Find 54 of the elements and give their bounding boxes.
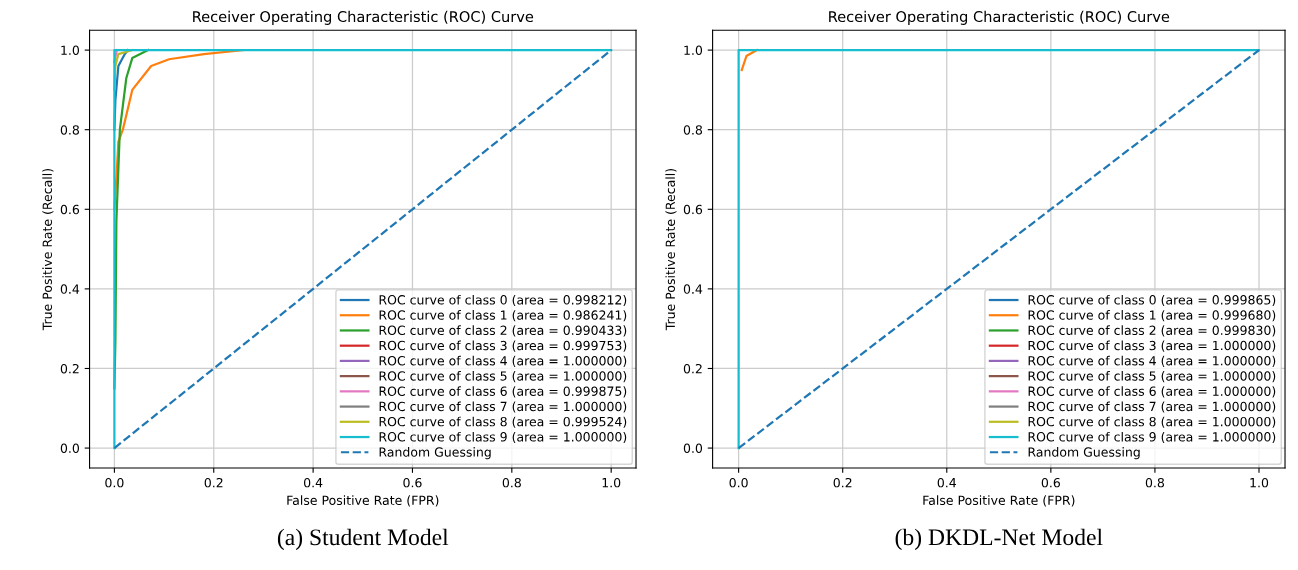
- x-tick-label: 0.8: [1145, 477, 1165, 488]
- legend-label: ROC curve of class 3 (area = 0.999753): [379, 340, 627, 352]
- chart-title: Receiver Operating Characteristic (ROC) Curve: [829, 10, 1170, 25]
- y-axis-title: True Positive Rate (Recall): [42, 168, 54, 331]
- legend-label: ROC curve of class 0 (area = 0.999865): [1028, 294, 1276, 307]
- legend-label: ROC curve of class 3 (area = 1.000000): [1028, 340, 1276, 352]
- text: (a) Student Model: [277, 528, 449, 551]
- legend-label: ROC curve of class 1 (area = 0.986241): [379, 310, 627, 322]
- legend-label: ROC curve of class 7 (area = 1.000000): [1028, 401, 1276, 413]
- y-axis-title: True Positive Rate (Recall): [665, 168, 677, 331]
- x-tick-label: 0.4: [937, 477, 957, 488]
- x-tick-label: 0.0: [729, 477, 748, 488]
- legend-label: ROC curve of class 4 (area = 1.000000): [1028, 355, 1276, 367]
- x-tick-label: 0.6: [403, 477, 422, 488]
- x-tick-label: 0.4: [304, 477, 323, 488]
- x-tick-label: 0.0: [105, 477, 124, 488]
- y-tick-label: 0.4: [683, 284, 703, 294]
- legend-label: ROC curve of class 6 (area = 0.999875): [379, 386, 627, 398]
- legend-label: ROC curve of class 7 (area = 1.000000): [379, 401, 627, 413]
- x-tick-label: 0.6: [1041, 477, 1060, 488]
- chart-title: Receiver Operating Characteristic (ROC) Curve: [193, 10, 534, 25]
- x-tick-label: 0.8: [502, 477, 521, 488]
- y-tick-label: 0.2: [683, 363, 702, 374]
- y-tick-label: 0.8: [683, 125, 703, 135]
- legend-label: ROC curve of class 4 (area = 1.000000): [379, 355, 627, 367]
- x-axis-title: False Positive Rate (FPR): [923, 495, 1075, 507]
- legend-label: ROC curve of class 2 (area = 0.990433): [379, 325, 627, 337]
- y-tick-label: 0.0: [60, 443, 80, 453]
- legend-label: ROC curve of class 9 (area = 1.000000): [1028, 431, 1276, 444]
- y-tick-label: 0.8: [60, 125, 79, 135]
- legend-label: ROC curve of class 8 (area = 1.000000): [1028, 416, 1276, 428]
- x-tick-label: 1.0: [1250, 477, 1269, 488]
- y-tick-label: 1.0: [61, 45, 80, 56]
- y-tick-label: 1.0: [684, 45, 703, 56]
- legend-label: ROC curve of class 5 (area = 1.000000): [1028, 371, 1276, 383]
- x-tick-label: 1.0: [602, 477, 621, 488]
- legend-label: ROC curve of class 6 (area = 1.000000): [1028, 386, 1276, 398]
- x-axis-title: False Positive Rate (FPR): [287, 495, 439, 507]
- legend-label: ROC curve of class 1 (area = 0.999680): [1028, 310, 1276, 322]
- legend-label: ROC curve of class 8 (area = 0.999524): [379, 416, 627, 428]
- text: (b) DKDL-Net Model: [895, 528, 1103, 551]
- y-tick-label: 0.6: [60, 204, 80, 215]
- legend-label: ROC curve of class 2 (area = 0.999830): [1028, 325, 1276, 337]
- legend-label: ROC curve of class 9 (area = 1.000000): [379, 431, 627, 444]
- legend-label: Random Guessing: [1028, 447, 1140, 460]
- y-tick-label: 0.2: [60, 363, 79, 374]
- y-tick-label: 0.4: [60, 284, 80, 294]
- x-tick-label: 0.2: [204, 477, 223, 488]
- x-tick-label: 0.2: [833, 477, 852, 488]
- y-tick-label: 0.0: [683, 443, 703, 453]
- legend-label: Random Guessing: [379, 447, 491, 460]
- y-tick-label: 0.6: [683, 204, 703, 215]
- legend-label: ROC curve of class 5 (area = 1.000000): [379, 371, 627, 383]
- legend-label: ROC curve of class 0 (area = 0.998212): [379, 294, 627, 307]
